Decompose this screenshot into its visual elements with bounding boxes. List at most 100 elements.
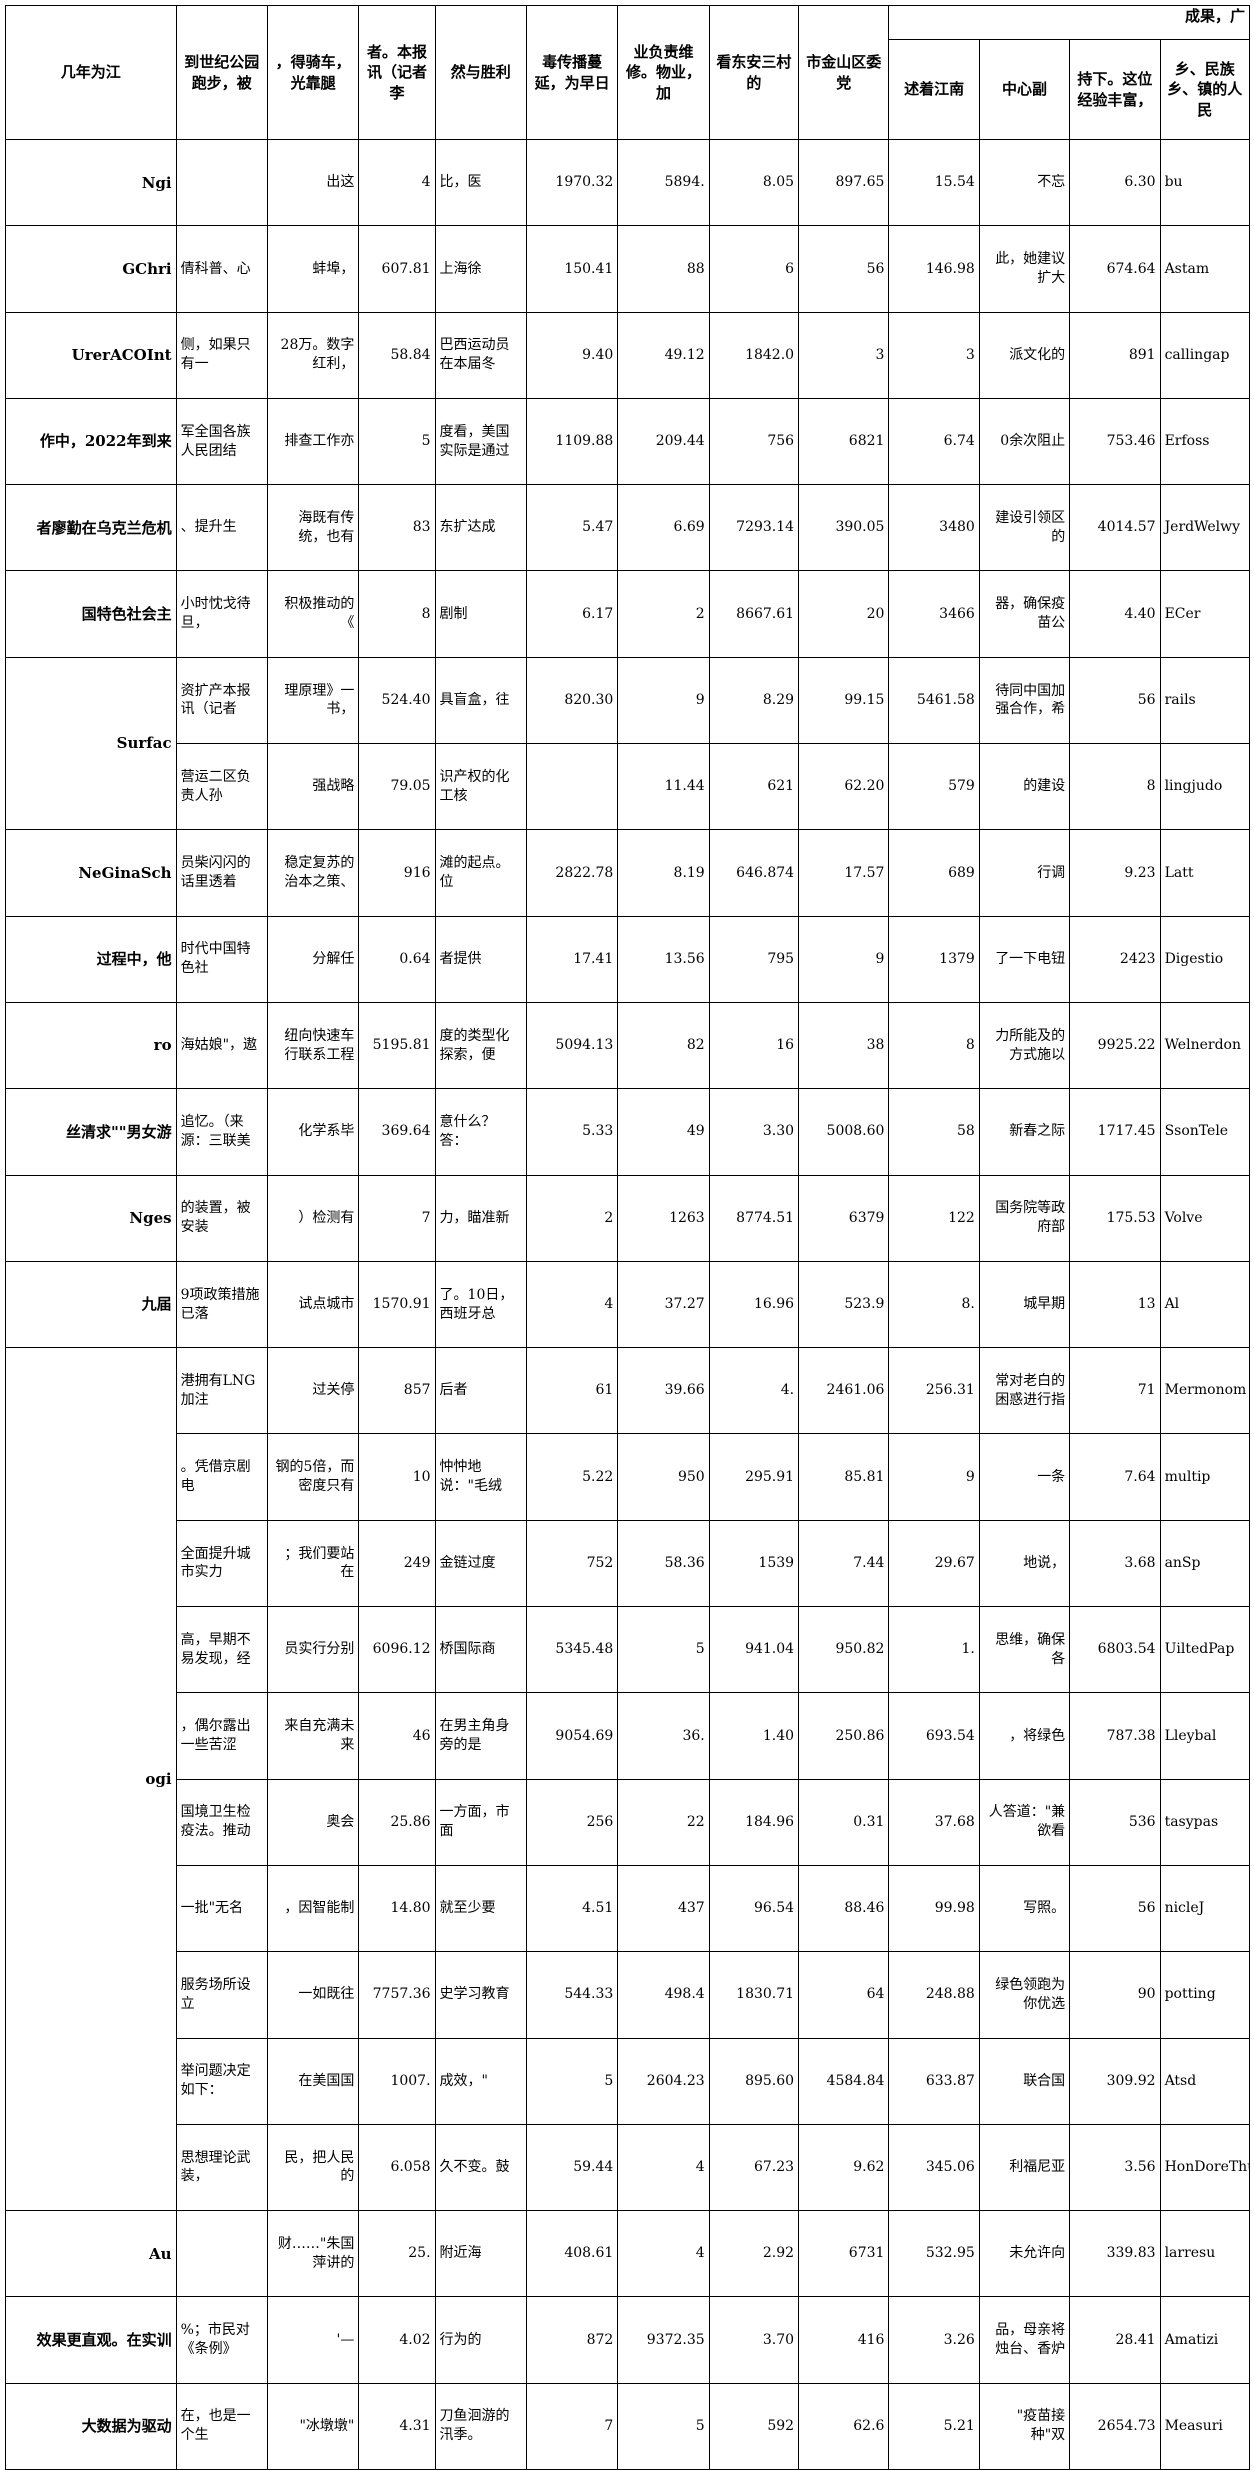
table-cell: Mermonom <box>1159 1347 1251 1435</box>
table-cell: 607.81 <box>358 225 436 313</box>
table-cell: 来自充满未来 <box>266 1692 360 1780</box>
table-cell: 950 <box>617 1433 710 1521</box>
column-header: 者。本报讯（记者李 <box>358 5 436 140</box>
table-cell: 4014.57 <box>1069 484 1161 572</box>
table-cell: potting <box>1159 1951 1251 2039</box>
table-cell: 8. <box>888 1260 980 1349</box>
column-header: 市金山区委党 <box>798 5 890 140</box>
table-cell: 6.17 <box>525 570 619 658</box>
table-cell: 未允许向 <box>978 2210 1071 2298</box>
table-cell: 6.69 <box>617 484 710 572</box>
table-cell: 29.67 <box>888 1519 980 1608</box>
table-cell: 532.95 <box>888 2210 980 2298</box>
table-cell: 339.83 <box>1069 2210 1161 2298</box>
row-group-label: 国特色社会主 <box>5 570 177 658</box>
table-cell: Atsd <box>1159 2037 1251 2125</box>
table-row: 效果更直观。在实训 %；市民对《条例》 '— 4.02 行为的 872 9372.35 3.7… <box>5 2296 1251 2384</box>
table-cell: 8.05 <box>708 138 800 227</box>
table-cell: 滩的起点。位 <box>434 829 527 917</box>
table-cell: 一如既往 <box>266 1951 360 2039</box>
table-row: Surfac 资扩产本报讯（记者 理原理》一书， 524.40 具盲盒，往 820.30 9… <box>5 656 1251 831</box>
table-cell: 9 <box>798 915 890 1003</box>
table-cell: ，将绿色 <box>978 1692 1071 1780</box>
table-cell: 写照。 <box>978 1864 1071 1953</box>
table-cell: 民，把人民的 <box>266 2123 360 2212</box>
table-cell: 1842.0 <box>708 311 800 399</box>
table-cell: 579 <box>888 743 980 831</box>
table-cell: 1.40 <box>708 1692 800 1780</box>
table-cell: 795 <box>708 915 800 1003</box>
table-cell: 7 <box>525 2382 619 2470</box>
table-cell: 6.058 <box>358 2123 436 2212</box>
table-cell: "冰墩墩" <box>266 2382 360 2470</box>
table-cell: 一批"无名 <box>175 1864 268 1953</box>
table-cell: 4.51 <box>525 1864 619 1953</box>
table-cell: Latt <box>1159 829 1251 917</box>
table-cell: 5 <box>358 397 436 486</box>
table-cell: 刀鱼洄游的汛季。 <box>434 2382 527 2470</box>
table-row: 过程中，他 时代中国特色社 分解任 0.64 者提供 17.41 13.56 795 9 1379… <box>5 915 1251 1003</box>
table-cell: 5195.81 <box>358 1001 436 1090</box>
table-cell: 3.56 <box>1069 2123 1161 2212</box>
table-cell: 就至少要 <box>434 1864 527 1953</box>
row-group-label: 九届 <box>5 1260 177 1349</box>
table-cell: 437 <box>617 1864 710 1953</box>
table-cell: 了一下电钮 <box>978 915 1071 1003</box>
table-cell: 2423 <box>1069 915 1161 1003</box>
table-cell: 38 <box>798 1001 890 1090</box>
table-cell: 1570.91 <box>358 1260 436 1349</box>
table-cell: 史学习教育 <box>434 1951 527 2039</box>
table-cell: "疫苗接种"双 <box>978 2382 1071 2470</box>
table-cell <box>175 2210 268 2298</box>
table-cell: 6 <box>708 225 800 313</box>
table-cell: 249 <box>358 1519 436 1608</box>
table-cell: 具盲盒，往 <box>434 656 527 745</box>
table-cell: 25.86 <box>358 1778 436 1866</box>
column-header: 成果，广 <box>888 5 1250 40</box>
table-cell: 一方面，市面 <box>434 1778 527 1866</box>
table-cell: 5 <box>617 2382 710 2470</box>
table-cell: 756 <box>708 397 800 486</box>
table-cell: 6379 <box>798 1174 890 1262</box>
table-cell: 8.29 <box>708 656 800 745</box>
table-cell: 256 <box>525 1778 619 1866</box>
table-cell: 295.91 <box>708 1433 800 1521</box>
table-cell: 行为的 <box>434 2296 527 2384</box>
table-wrapper: 几年为江 到世纪公园跑步，被 ，得骑车，光靠腿 者。本报讯（记者李 然与胜利 毒传播蔓延，… <box>5 5 1251 2470</box>
table-cell: 建设引领区的 <box>978 484 1071 572</box>
table-cell: 9372.35 <box>617 2296 710 2384</box>
table-cell: 器，确保疫苗公 <box>978 570 1071 658</box>
table-cell: 88.46 <box>798 1864 890 1953</box>
table-cell: 99.15 <box>798 656 890 745</box>
table-cell <box>525 743 619 831</box>
table-cell: 891 <box>1069 311 1161 399</box>
table-cell: 36. <box>617 1692 710 1780</box>
table-cell: 416 <box>798 2296 890 2384</box>
table-cell: 者提供 <box>434 915 527 1003</box>
table-cell: 1717.45 <box>1069 1088 1161 1176</box>
table-cell: 2654.73 <box>1069 2382 1161 2470</box>
table-cell: 5 <box>617 1606 710 1694</box>
table-cell: Lleybal <box>1159 1692 1251 1780</box>
table-cell: 成效，" <box>434 2037 527 2125</box>
table-cell: 5008.60 <box>798 1088 890 1176</box>
table-cell: 498.4 <box>617 1951 710 2039</box>
table-cell: Measuri <box>1159 2382 1251 2470</box>
table-cell: 309.92 <box>1069 2037 1161 2125</box>
table-cell: 88 <box>617 225 710 313</box>
table-cell: 9.40 <box>525 311 619 399</box>
table-cell: larresu <box>1159 2210 1251 2298</box>
table-row: 服务场所设立 一如既往 7757.36 史学习教育 544.33 498.4 1830.71… <box>6 1951 1251 2039</box>
table-cell: 附近海 <box>434 2210 527 2298</box>
table-cell: 1970.32 <box>525 138 619 227</box>
table-cell: 5461.58 <box>888 656 980 745</box>
table-cell: 6.30 <box>1069 138 1161 227</box>
table-cell: 比，医 <box>434 138 527 227</box>
table-cell: 17.57 <box>798 829 890 917</box>
table-cell: 150.41 <box>525 225 619 313</box>
table-cell: 0.31 <box>798 1778 890 1866</box>
row-group-label: 大数据为驱动 <box>5 2382 177 2470</box>
table-cell: 1263 <box>617 1174 710 1262</box>
table-cell: 意什么？答： <box>434 1088 527 1176</box>
table-cell: 员实行分别 <box>266 1606 360 1694</box>
